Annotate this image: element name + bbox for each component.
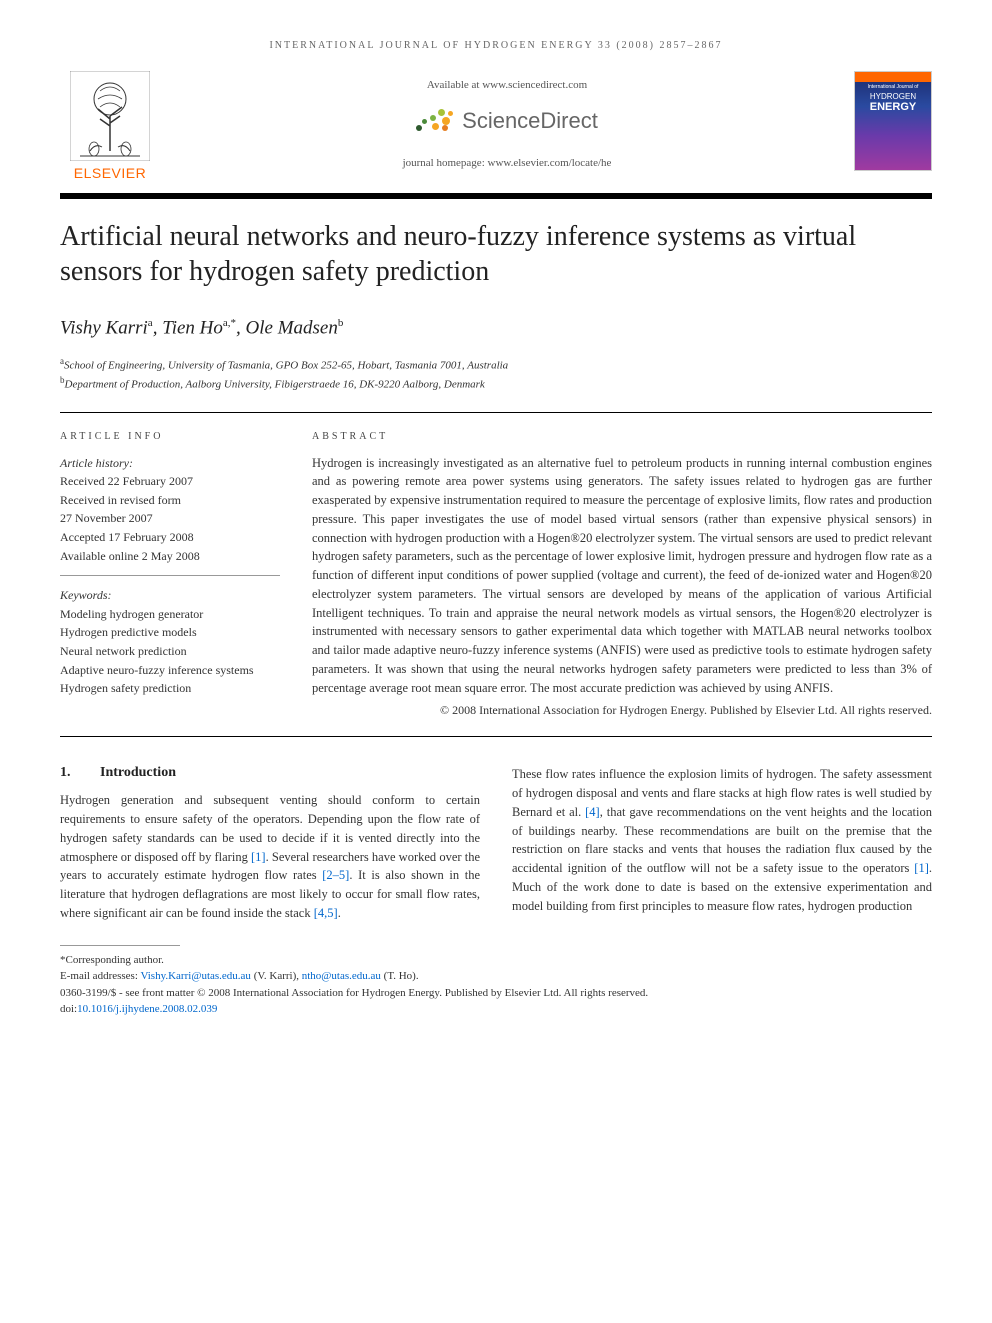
intro-para-left: Hydrogen generation and subsequent venti… [60, 791, 480, 922]
ref-link[interactable]: [1] [914, 861, 929, 875]
history-line: Received 22 February 2007 [60, 472, 280, 491]
sd-dot [422, 119, 427, 124]
doi-line: doi:10.1016/j.ijhydene.2008.02.039 [60, 1001, 932, 1018]
sd-dot [448, 111, 453, 116]
mid-rule-1 [60, 412, 932, 413]
abstract-copyright: © 2008 International Association for Hyd… [312, 703, 932, 718]
sd-dot [430, 115, 436, 121]
intro-para-right: These flow rates influence the explosion… [512, 765, 932, 915]
elsevier-logo-block: ELSEVIER [60, 71, 160, 181]
affiliation-line: aSchool of Engineering, University of Ta… [60, 355, 932, 374]
available-at-line: Available at www.sciencedirect.com [160, 79, 854, 91]
article-history-block: Article history: Received 22 February 20… [60, 454, 280, 566]
keyword-line: Neural network prediction [60, 642, 280, 661]
keywords-label: Keywords: [60, 586, 280, 605]
abstract-col: ABSTRACT Hydrogen is increasingly invest… [312, 431, 932, 719]
section-number: 1. [60, 765, 100, 781]
header-row: ELSEVIER Available at www.sciencedirect.… [60, 71, 932, 181]
front-matter-line: 0360-3199/$ - see front matter © 2008 In… [60, 985, 932, 1002]
sciencedirect-logo: ScienceDirect [416, 107, 598, 135]
abstract-head: ABSTRACT [312, 431, 932, 442]
footnote-rule [60, 945, 180, 946]
affiliations: aSchool of Engineering, University of Ta… [60, 355, 932, 393]
history-label: Article history: [60, 454, 280, 473]
sd-dot [432, 123, 439, 130]
info-separator [60, 575, 280, 576]
keyword-line: Modeling hydrogen generator [60, 605, 280, 624]
keyword-line: Adaptive neuro-fuzzy inference systems [60, 661, 280, 680]
elsevier-wordmark: ELSEVIER [74, 165, 146, 181]
info-abstract-row: ARTICLE INFO Article history: Received 2… [60, 431, 932, 719]
intro-col-right: These flow rates influence the explosion… [512, 765, 932, 922]
cover-title-line1: HYDROGEN [855, 92, 931, 101]
center-header: Available at www.sciencedirect.com Scien… [160, 71, 854, 169]
corresponding-author: *Corresponding author. [60, 952, 932, 969]
journal-cover-thumbnail: International Journal of HYDROGEN ENERGY [854, 71, 932, 171]
article-info-head: ARTICLE INFO [60, 431, 280, 442]
mid-rule-2 [60, 736, 932, 737]
email-line: E-mail addresses: Vishy.Karri@utas.edu.a… [60, 968, 932, 985]
keyword-line: Hydrogen predictive models [60, 623, 280, 642]
abstract-body: Hydrogen is increasingly investigated as… [312, 454, 932, 698]
journal-homepage-line: journal homepage: www.elsevier.com/locat… [160, 157, 854, 169]
history-line: Accepted 17 February 2008 [60, 528, 280, 547]
thick-rule [60, 193, 932, 199]
article-title: Artificial neural networks and neuro-fuz… [60, 219, 932, 289]
authors-line: Vishy Karria, Tien Hoa,*, Ole Madsenb [60, 317, 932, 339]
cover-small-text: International Journal of [855, 84, 931, 90]
intro-columns: 1.Introduction Hydrogen generation and s… [60, 765, 932, 922]
running-head: INTERNATIONAL JOURNAL OF HYDROGEN ENERGY… [60, 40, 932, 51]
sd-dot [442, 117, 450, 125]
sd-dot [416, 125, 422, 131]
ref-link[interactable]: [4,5] [314, 906, 338, 920]
cover-top-bar [855, 72, 931, 82]
sd-dots-icon [416, 107, 458, 135]
keywords-block: Keywords: Modeling hydrogen generatorHyd… [60, 586, 280, 698]
cover-title-line2: ENERGY [855, 101, 931, 113]
intro-col-left: 1.Introduction Hydrogen generation and s… [60, 765, 480, 922]
section-title: Introduction [100, 765, 176, 780]
elsevier-tree-icon [70, 71, 150, 161]
article-info-col: ARTICLE INFO Article history: Received 2… [60, 431, 280, 719]
sd-dot [438, 109, 445, 116]
history-line: Received in revised form [60, 491, 280, 510]
doi-link[interactable]: 10.1016/j.ijhydene.2008.02.039 [77, 1003, 217, 1015]
affiliation-line: bDepartment of Production, Aalborg Unive… [60, 374, 932, 393]
ref-link[interactable]: [2–5] [322, 868, 349, 882]
ref-link[interactable]: [1] [251, 850, 266, 864]
sd-dot [442, 125, 448, 131]
history-line: 27 November 2007 [60, 509, 280, 528]
email-link[interactable]: Vishy.Karri@utas.edu.au [140, 970, 250, 982]
ref-link[interactable]: [4] [585, 805, 600, 819]
sd-wordmark: ScienceDirect [462, 108, 598, 134]
email-link[interactable]: ntho@utas.edu.au [302, 970, 381, 982]
history-line: Available online 2 May 2008 [60, 547, 280, 566]
section-heading: 1.Introduction [60, 765, 480, 781]
keyword-line: Hydrogen safety prediction [60, 679, 280, 698]
